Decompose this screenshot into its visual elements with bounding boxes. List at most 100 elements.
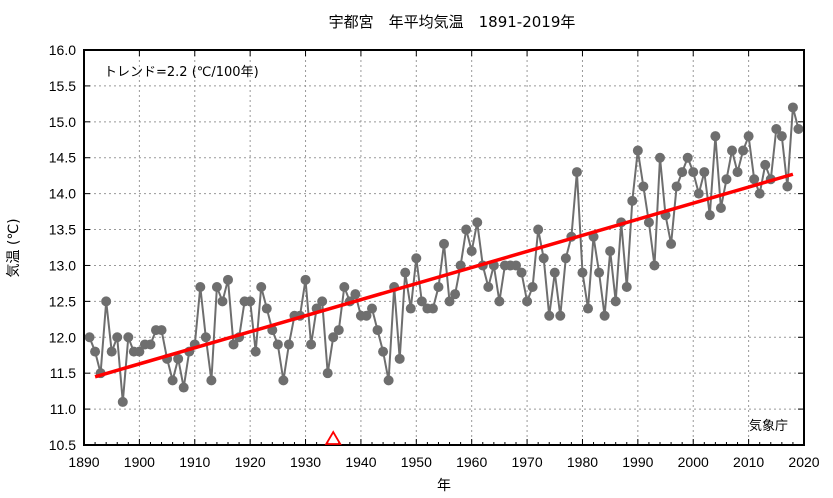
data-point <box>306 339 317 350</box>
y-tick-label: 14.5 <box>49 150 76 166</box>
data-point <box>400 267 411 278</box>
x-tick-label: 2020 <box>788 454 819 470</box>
data-point <box>638 181 649 192</box>
data-point <box>483 282 494 292</box>
data-point <box>167 375 178 386</box>
data-point <box>217 296 228 307</box>
data-point <box>649 260 660 271</box>
data-point <box>677 167 688 178</box>
x-tick-label: 1940 <box>345 454 376 470</box>
data-point <box>782 181 793 192</box>
data-point <box>339 282 350 292</box>
data-point <box>450 289 461 300</box>
data-point <box>112 332 123 343</box>
data-point <box>627 195 638 206</box>
data-point <box>123 332 134 343</box>
data-point <box>715 203 726 213</box>
y-tick-label: 12.0 <box>49 329 76 345</box>
data-point <box>527 282 538 292</box>
data-point <box>472 217 483 228</box>
data-point <box>560 253 571 264</box>
x-tick-label: 2010 <box>733 454 764 470</box>
data-point <box>178 382 189 393</box>
data-point <box>455 260 466 271</box>
triangle-marker-icon <box>324 430 342 445</box>
data-point <box>771 124 782 134</box>
x-tick-label: 1910 <box>179 454 210 470</box>
data-point <box>145 339 156 350</box>
data-point <box>666 238 677 249</box>
x-axis-ticks: 1890 1900 1910 1920 1930 1940 1950 1960 1970 1980… <box>68 50 820 470</box>
data-point <box>228 339 239 350</box>
data-point <box>621 282 632 292</box>
data-point <box>522 296 533 307</box>
y-tick-label: 10.5 <box>49 437 76 453</box>
data-point <box>594 267 605 278</box>
x-tick-label: 1920 <box>235 454 266 470</box>
data-point <box>743 131 754 142</box>
data-point <box>134 346 145 357</box>
data-point <box>754 188 765 199</box>
x-tick-label: 1980 <box>567 454 598 470</box>
data-point <box>317 296 328 307</box>
data-point <box>605 246 616 257</box>
data-point <box>261 303 272 314</box>
data-point <box>738 145 749 156</box>
data-point <box>278 375 289 386</box>
x-tick-label: 1900 <box>124 454 155 470</box>
data-point <box>283 339 294 350</box>
data-point <box>156 325 167 336</box>
y-tick-label: 11.5 <box>50 365 76 381</box>
data-point <box>117 396 128 407</box>
trend-annotation: トレンド=2.2 (℃/100年) <box>104 65 259 80</box>
data-point <box>106 346 117 357</box>
data-point <box>411 253 422 264</box>
data-point <box>272 339 283 350</box>
data-point <box>699 167 710 178</box>
data-point <box>206 375 217 386</box>
data-point <box>333 325 344 336</box>
data-point <box>577 267 588 278</box>
data-point <box>250 346 261 357</box>
data-point <box>549 267 560 278</box>
data-point <box>439 238 449 249</box>
data-point <box>688 167 699 178</box>
temperature-line <box>88 107 800 402</box>
data-point <box>367 303 377 314</box>
data-point <box>200 332 211 343</box>
data-point <box>511 260 521 271</box>
data-point <box>710 131 721 142</box>
y-tick-label: 13.0 <box>49 257 76 273</box>
source-label: 気象庁 <box>749 418 788 434</box>
series-layer <box>84 102 804 407</box>
data-point <box>655 152 665 163</box>
data-point <box>173 353 184 364</box>
data-point <box>793 124 804 134</box>
data-point <box>101 296 112 307</box>
data-point <box>632 145 643 156</box>
data-point <box>776 131 787 142</box>
x-tick-label: 1960 <box>456 454 487 470</box>
data-point <box>671 181 682 192</box>
data-point <box>433 282 444 292</box>
y-tick-label: 15.5 <box>49 78 76 94</box>
data-point <box>704 210 715 221</box>
y-tick-label: 16.0 <box>49 42 76 58</box>
data-point <box>610 296 621 307</box>
data-point <box>328 332 339 343</box>
data-point <box>223 274 233 285</box>
data-point <box>466 246 477 257</box>
data-point <box>533 224 544 235</box>
grid <box>84 50 804 445</box>
data-point <box>693 188 704 199</box>
data-point <box>461 224 472 235</box>
data-point <box>84 332 95 343</box>
data-point <box>416 296 427 307</box>
data-point <box>256 282 267 292</box>
data-point <box>583 303 593 314</box>
plot-frame <box>83 49 805 446</box>
x-tick-label: 2000 <box>678 454 709 470</box>
x-tick-label: 1990 <box>622 454 653 470</box>
data-point <box>245 296 256 307</box>
